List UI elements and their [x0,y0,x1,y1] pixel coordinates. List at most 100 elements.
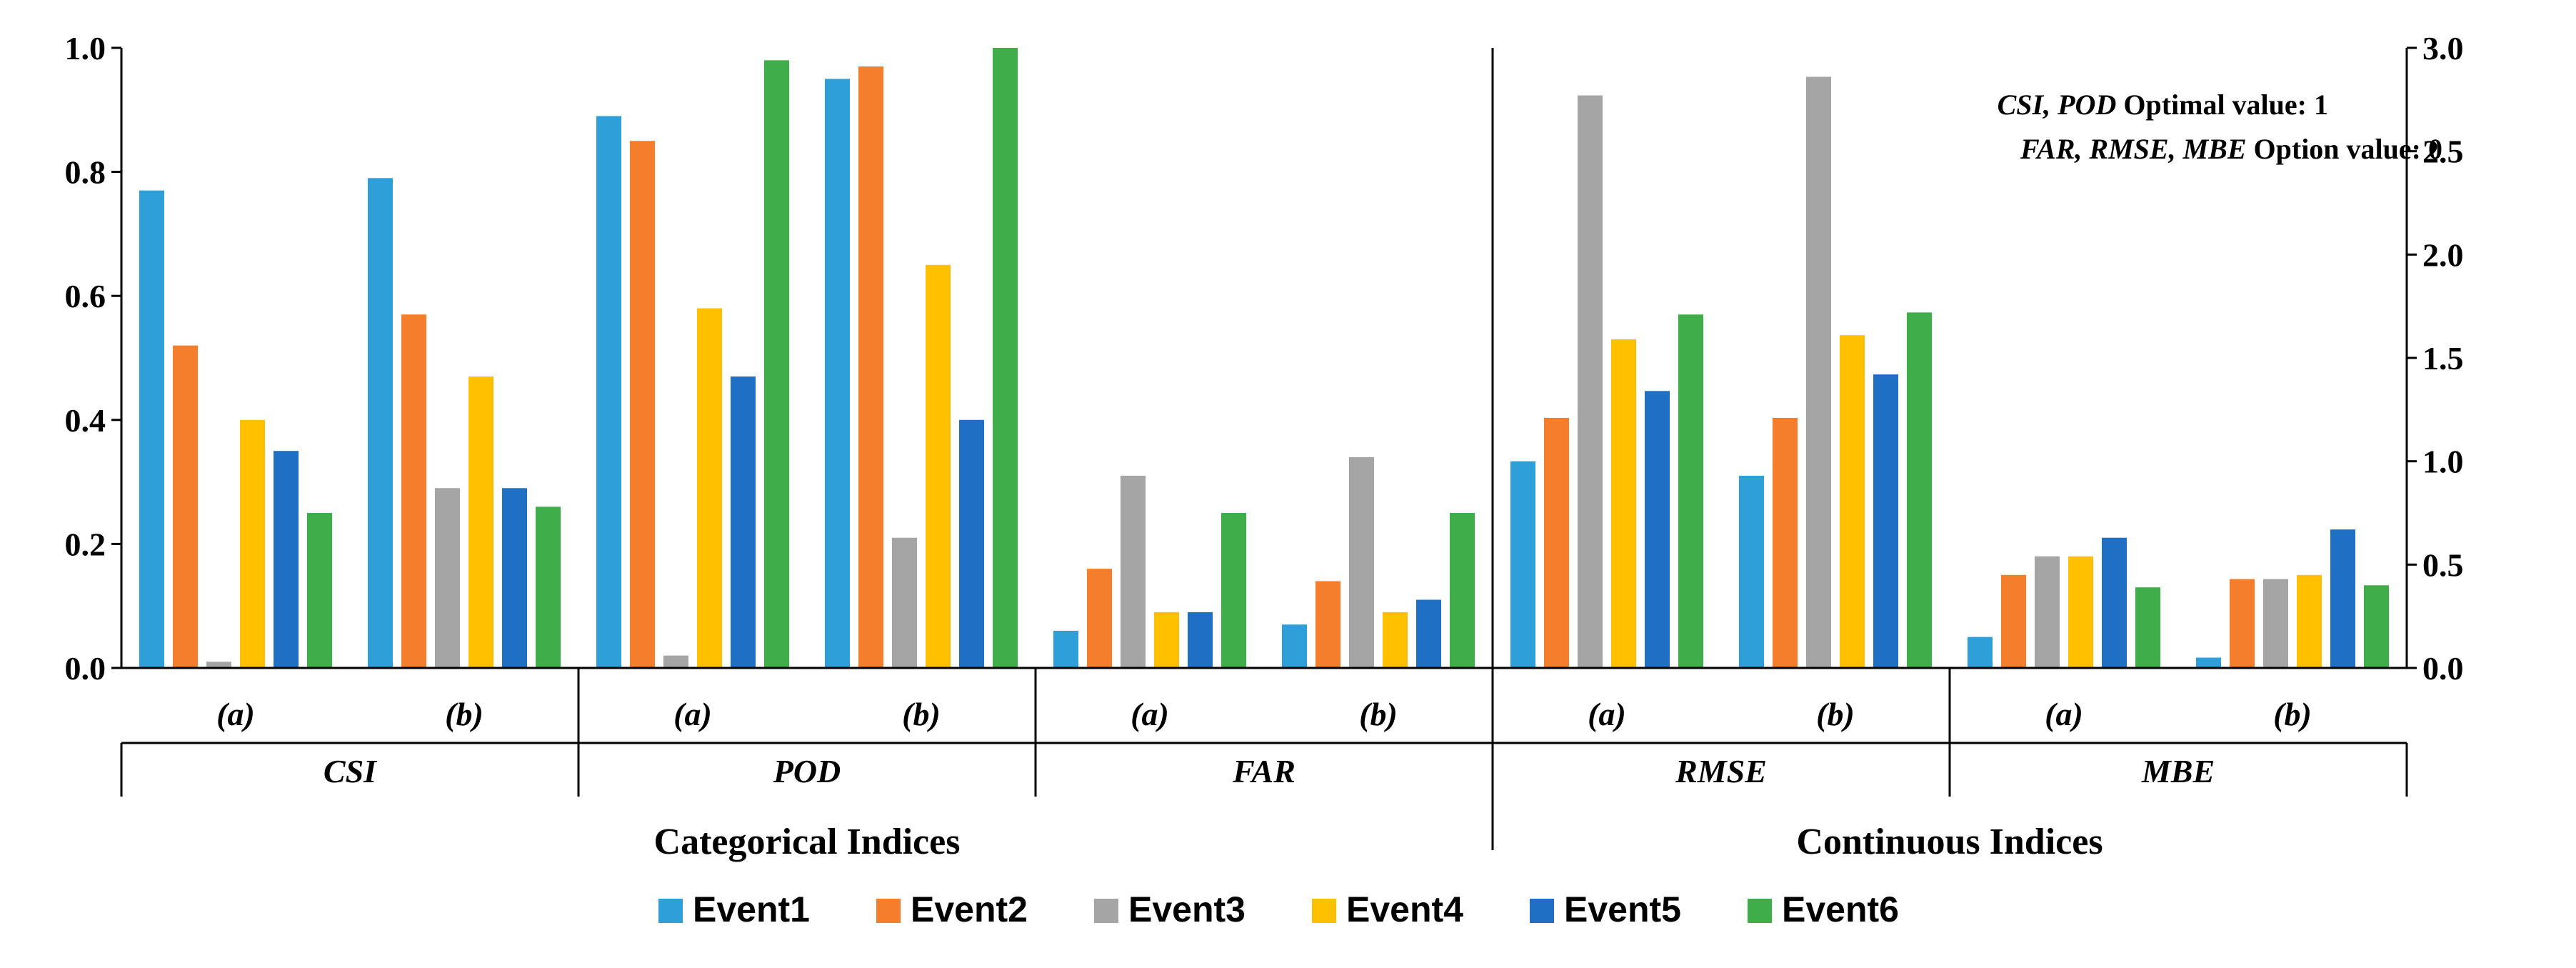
bar-event6-mbe-b [2364,585,2389,668]
metric-label-far: FAR [1232,753,1295,789]
annotation-line-2-metrics: FAR, RMSE, MBE [2020,133,2246,165]
bar-event6-rmse-a [1678,314,1703,668]
bar-event4-far-b [1383,612,1408,668]
bar-event5-far-a [1188,612,1213,668]
bar-event2-pod-b [858,66,883,669]
bar-event4-pod-b [926,264,951,668]
bar-event1-csi-a [139,190,164,668]
bar-event5-mbe-a [2102,537,2127,668]
legend-label-event3: Event3 [1128,889,1246,929]
bar-event3-rmse-b [1806,76,1831,669]
bar-event2-rmse-a [1544,417,1569,668]
subgroup-label: (b) [902,696,941,732]
bar-event3-rmse-a [1578,95,1603,669]
bar-event4-rmse-a [1611,339,1636,668]
labels-layer: 0.0 0.2 0.4 0.6 0.8 1.0 0.0 0.5 1.0 1.5 2.0 2.5 3.0 (… [65,30,2464,862]
bar-event1-csi-b [368,178,393,668]
subgroup-label: (b) [2273,696,2312,732]
bar-event6-mbe-a [2135,587,2160,668]
bar-event2-mbe-a [2001,574,2026,668]
legend-swatch-event2 [876,899,901,923]
bar-event3-csi-a [206,662,231,668]
subgroup-label: (b) [1359,696,1398,732]
metric-label-pod: POD [773,753,841,789]
legend-label-event6: Event6 [1782,889,1899,929]
right-tick-label: 3.0 [2422,30,2464,66]
metric-label-rmse: RMSE [1675,753,1767,789]
bar-event6-far-b [1450,513,1475,668]
bar-event1-far-a [1053,630,1078,668]
bar-event2-pod-a [630,141,655,668]
bar-event5-pod-b [959,419,984,668]
bar-event1-mbe-b [2196,657,2221,668]
bar-event3-mbe-b [2263,579,2288,668]
legend-swatch-event3 [1094,899,1118,923]
subgroup-label: (a) [1131,696,1169,732]
bar-event2-mbe-b [2230,579,2255,668]
annotation-line-2: FAR, RMSE, MBE Option value: 0 [2020,133,2442,165]
subgroup-label: (a) [1588,696,1626,732]
bar-event4-pod-a [697,308,722,668]
bar-event3-far-a [1121,475,1146,668]
bar-event4-rmse-b [1840,335,1865,668]
bar-event2-csi-b [401,314,426,668]
metric-label-csi: CSI [324,753,378,789]
bar-event2-far-b [1315,581,1340,668]
metric-label-mbe: MBE [2141,753,2215,789]
legend-label-event1: Event1 [693,889,810,929]
bar-event5-rmse-b [1873,374,1898,668]
legend-swatch-event4 [1312,899,1336,923]
bar-event1-mbe-a [1968,637,1993,668]
left-tick-label: 0.4 [65,402,106,439]
bars-layer [139,48,2389,669]
bar-event1-rmse-a [1510,461,1535,668]
bar-event4-csi-b [468,376,493,668]
bar-event5-pod-a [731,376,756,668]
right-tick-label: 1.5 [2422,340,2464,376]
bar-event6-far-a [1221,513,1246,668]
annotation-line-1: CSI, POD Optimal value: 1 [1998,89,2328,121]
legend-label-event2: Event2 [911,889,1028,929]
bar-event3-pod-a [663,655,688,668]
bar-event2-rmse-b [1773,417,1798,668]
bar-event3-mbe-a [2035,556,2060,668]
bar-event1-rmse-b [1739,475,1764,668]
legend-swatch-event5 [1530,899,1554,923]
right-tick-label: 0.0 [2422,650,2464,687]
bar-event6-csi-b [536,507,561,668]
annotation-line-2-text: Option value: 0 [2247,133,2442,165]
left-tick-label: 0.6 [65,278,106,314]
bar-event4-csi-a [240,419,265,668]
left-tick-label: 1.0 [65,30,106,66]
bar-event1-pod-b [825,79,850,668]
continuous-indices-label: Continuous Indices [1796,822,2103,862]
right-tick-label: 2.0 [2422,236,2464,273]
bar-event5-rmse-a [1645,391,1670,668]
legend-label-event5: Event5 [1564,889,1681,929]
legend: Event1 Event2 Event3 Event4 Event5 Event6 [658,889,1899,929]
bar-event6-pod-b [993,48,1018,668]
legend-swatch-event6 [1748,899,1772,923]
bar-event1-pod-a [596,116,621,669]
bar-event2-csi-a [173,345,198,668]
left-tick-label: 0.2 [65,526,106,562]
right-tick-label: 2.5 [2422,134,2464,170]
bar-event6-pod-a [764,60,789,669]
bar-event6-csi-a [307,513,332,668]
legend-swatch-event1 [658,899,683,923]
annotation-line-1-metrics: CSI, POD [1998,89,2117,121]
categorical-indices-label: Categorical Indices [654,822,961,862]
bar-event2-far-a [1087,569,1112,668]
right-tick-label: 1.0 [2422,444,2464,480]
bar-event4-mbe-a [2068,556,2093,668]
annotation: CSI, POD Optimal value: 1 FAR, RMSE, MBE … [1998,89,2442,165]
bar-event3-far-b [1349,456,1374,668]
bar-event6-rmse-b [1907,312,1932,668]
left-tick-label: 0.8 [65,154,106,191]
bar-event3-csi-b [435,488,460,668]
right-tick-label: 0.5 [2422,547,2464,583]
bar-event4-mbe-b [2297,574,2322,668]
bar-event1-far-b [1282,624,1307,668]
bar-event5-csi-a [274,451,299,668]
